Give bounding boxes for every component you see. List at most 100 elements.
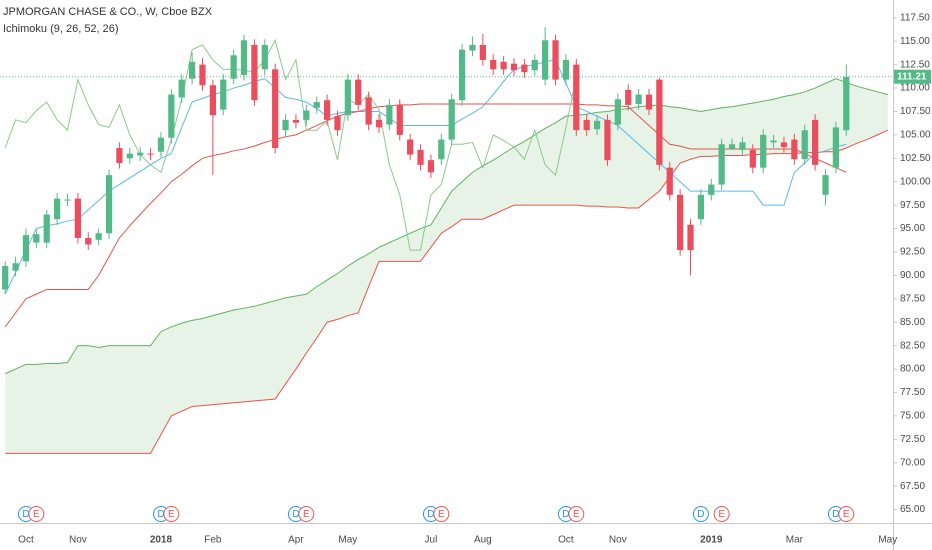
event-marker — [838, 506, 855, 522]
candle-body — [812, 119, 819, 165]
candle-body — [448, 99, 455, 140]
event-marker — [298, 506, 315, 522]
candle-body — [604, 119, 611, 161]
candle-body — [292, 119, 300, 123]
event-label: D — [22, 509, 29, 520]
candle-body — [282, 119, 289, 131]
candle-body — [438, 139, 445, 160]
candle-body — [770, 140, 777, 143]
candle-body — [490, 59, 497, 70]
event-marker — [568, 506, 585, 522]
candle-body — [656, 79, 663, 165]
candle-body — [614, 99, 621, 125]
y-tick-label: 75.00 — [900, 411, 925, 422]
candle-body — [458, 49, 466, 101]
candle-body — [583, 119, 590, 131]
candle-body — [562, 59, 570, 80]
indicator-line — [4, 103, 847, 328]
y-tick-label: 97.50 — [900, 200, 925, 211]
candle-body — [500, 61, 507, 70]
candle-body — [573, 64, 580, 131]
x-tick-label: 2019 — [700, 535, 723, 546]
candle-body — [137, 152, 144, 156]
plot-area — [0, 27, 893, 522]
event-marker — [28, 506, 45, 522]
candle-body — [521, 64, 528, 73]
candle-body — [427, 160, 435, 173]
candle-body — [687, 224, 694, 251]
candle-body — [375, 119, 383, 128]
candle-body — [355, 79, 362, 105]
candle-body — [116, 148, 123, 163]
event-label: E — [438, 509, 445, 520]
event-marker — [433, 506, 450, 522]
y-tick-label: 117.50 — [900, 12, 930, 23]
y-tick-label: 100.00 — [900, 176, 931, 187]
candle-body — [552, 40, 559, 80]
candle-body — [791, 139, 798, 160]
candle-body — [677, 194, 684, 251]
candle-body — [64, 199, 71, 201]
event-label: E — [303, 509, 310, 520]
y-tick-label: 95.00 — [900, 223, 925, 234]
candle-body — [739, 142, 746, 150]
candle-body — [407, 139, 414, 155]
candle-body — [313, 102, 320, 108]
candle-body — [469, 44, 476, 51]
candle-body — [74, 198, 81, 238]
candle-body — [2, 266, 9, 290]
event-label: E — [718, 509, 725, 520]
candle-body — [168, 94, 175, 138]
candle-body — [780, 142, 788, 148]
candle-body — [386, 104, 393, 125]
candle-body — [334, 116, 341, 131]
candle-body — [718, 144, 725, 185]
y-tick-label: 72.50 — [900, 434, 925, 445]
y-tick-label: 77.50 — [900, 387, 925, 398]
y-tick-label: 105.00 — [900, 130, 931, 141]
event-label: D — [562, 509, 569, 520]
event-label: E — [573, 509, 580, 520]
candle-body — [822, 175, 829, 195]
y-tick-label: 102.50 — [900, 153, 931, 164]
y-tick-label: 82.50 — [900, 340, 925, 351]
y-tick-label: 80.00 — [900, 364, 925, 375]
candle-body — [728, 144, 736, 149]
candle-body — [240, 40, 248, 75]
x-tick-label: 2018 — [150, 535, 173, 546]
x-tick-label: Nov — [69, 535, 87, 546]
x-tick-label: Aug — [474, 535, 492, 546]
candle-body — [33, 234, 40, 243]
candle-body — [832, 127, 840, 168]
event-marker — [692, 506, 709, 522]
candle-body — [749, 149, 756, 168]
indicator-line — [4, 59, 847, 295]
candle-body — [344, 79, 351, 116]
candle-body — [843, 76, 850, 131]
y-tick-label: 110.00 — [900, 83, 930, 94]
candle-body — [479, 44, 486, 60]
candle-body — [417, 149, 424, 165]
x-tick-label: Apr — [288, 535, 304, 546]
candle-body — [510, 63, 518, 71]
event-label: D — [832, 509, 839, 520]
event-label: E — [168, 509, 175, 520]
y-tick-label: 85.00 — [900, 317, 925, 328]
x-tick-label: Nov — [609, 535, 627, 546]
candle-body — [593, 120, 601, 130]
event-marker — [163, 506, 180, 522]
chart-title: JPMORGAN CHASE & CO., W, Cboe BZX — [3, 6, 213, 18]
candle-body — [12, 263, 19, 271]
last-price-label: 111.21 — [897, 71, 927, 82]
event-label: D — [157, 509, 164, 520]
candle-body — [188, 61, 196, 79]
event-label: D — [697, 509, 704, 520]
candle-body — [230, 55, 237, 79]
candle-body — [199, 64, 206, 86]
candle-body — [95, 233, 102, 240]
y-tick-label: 67.50 — [900, 481, 925, 492]
candle-body — [43, 214, 50, 243]
leading-span-a — [4, 78, 888, 375]
